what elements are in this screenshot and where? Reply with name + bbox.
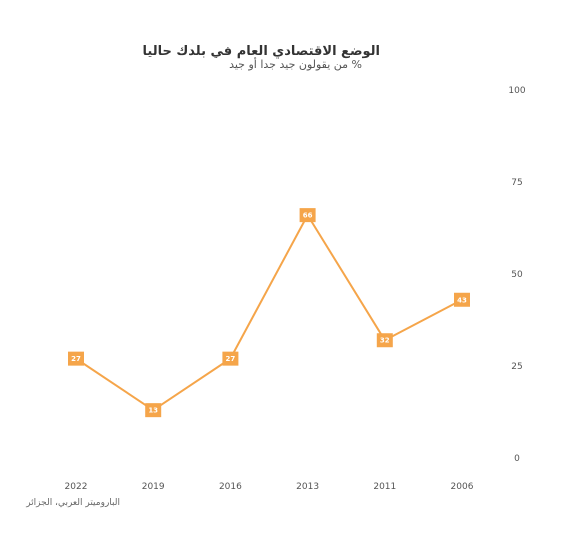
x-tick-label: 2022: [65, 482, 88, 492]
x-tick-label: 2016: [219, 482, 242, 492]
chart-title: الوضع الاقتصادي العام في بلدك حاليا: [142, 44, 380, 59]
y-tick-label: 100: [508, 86, 525, 96]
x-tick-label: 2013: [296, 482, 319, 492]
data-point-marker: [299, 208, 316, 223]
data-point-marker: [145, 403, 162, 418]
y-tick-label: 25: [511, 362, 522, 372]
data-label: 66: [303, 212, 313, 220]
y-tick-label: 0: [514, 454, 520, 464]
series-line: [75, 214, 463, 412]
data-label: 13: [148, 407, 158, 415]
data-point-marker: [376, 333, 393, 348]
x-tick-label: 2011: [373, 482, 396, 492]
y-tick-label: 75: [511, 178, 522, 188]
data-label: 32: [380, 337, 390, 345]
y-tick-label: 50: [511, 270, 523, 280]
data-label: 43: [457, 296, 467, 304]
data-point-marker: [222, 351, 239, 366]
data-label: 27: [71, 355, 81, 363]
chart-subtitle: % من يقولون جيد جدا أو جيد: [229, 58, 362, 71]
x-tick-label: 2006: [451, 482, 474, 492]
data-point-marker: [454, 292, 470, 307]
x-tick-label: 2019: [142, 482, 165, 492]
data-point-marker: [68, 351, 84, 366]
chart-source: الباروميتر العربي، الجزائر: [26, 498, 120, 508]
data-label: 27: [226, 355, 236, 363]
